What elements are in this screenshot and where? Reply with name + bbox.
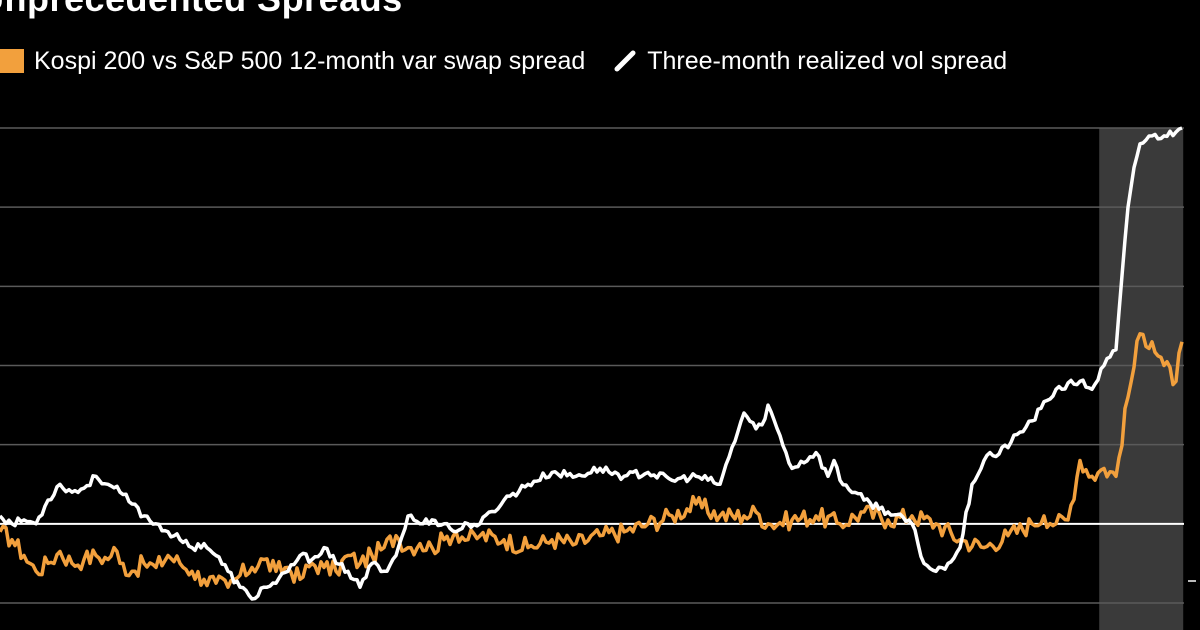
shaded-region bbox=[1099, 128, 1184, 630]
series-line-var-swap bbox=[0, 332, 1184, 589]
chart-legend: Kospi 200 vs S&P 500 12-month var swap s… bbox=[0, 44, 1007, 78]
legend-item-realized-vol: Three-month realized vol spread bbox=[613, 47, 1007, 76]
chart-title: Unprecedented Spreads bbox=[0, 0, 403, 20]
legend-label-var-swap: Kospi 200 vs S&P 500 12-month var swap s… bbox=[34, 46, 586, 75]
legend-label-realized-vol: Three-month realized vol spread bbox=[647, 46, 1008, 75]
legend-swatch-var-swap bbox=[0, 49, 24, 73]
series-line-realized-vol bbox=[0, 126, 1183, 601]
legend-item-var-swap: Kospi 200 vs S&P 500 12-month var swap s… bbox=[0, 47, 585, 76]
legend-swatch-realized-vol bbox=[614, 50, 636, 72]
